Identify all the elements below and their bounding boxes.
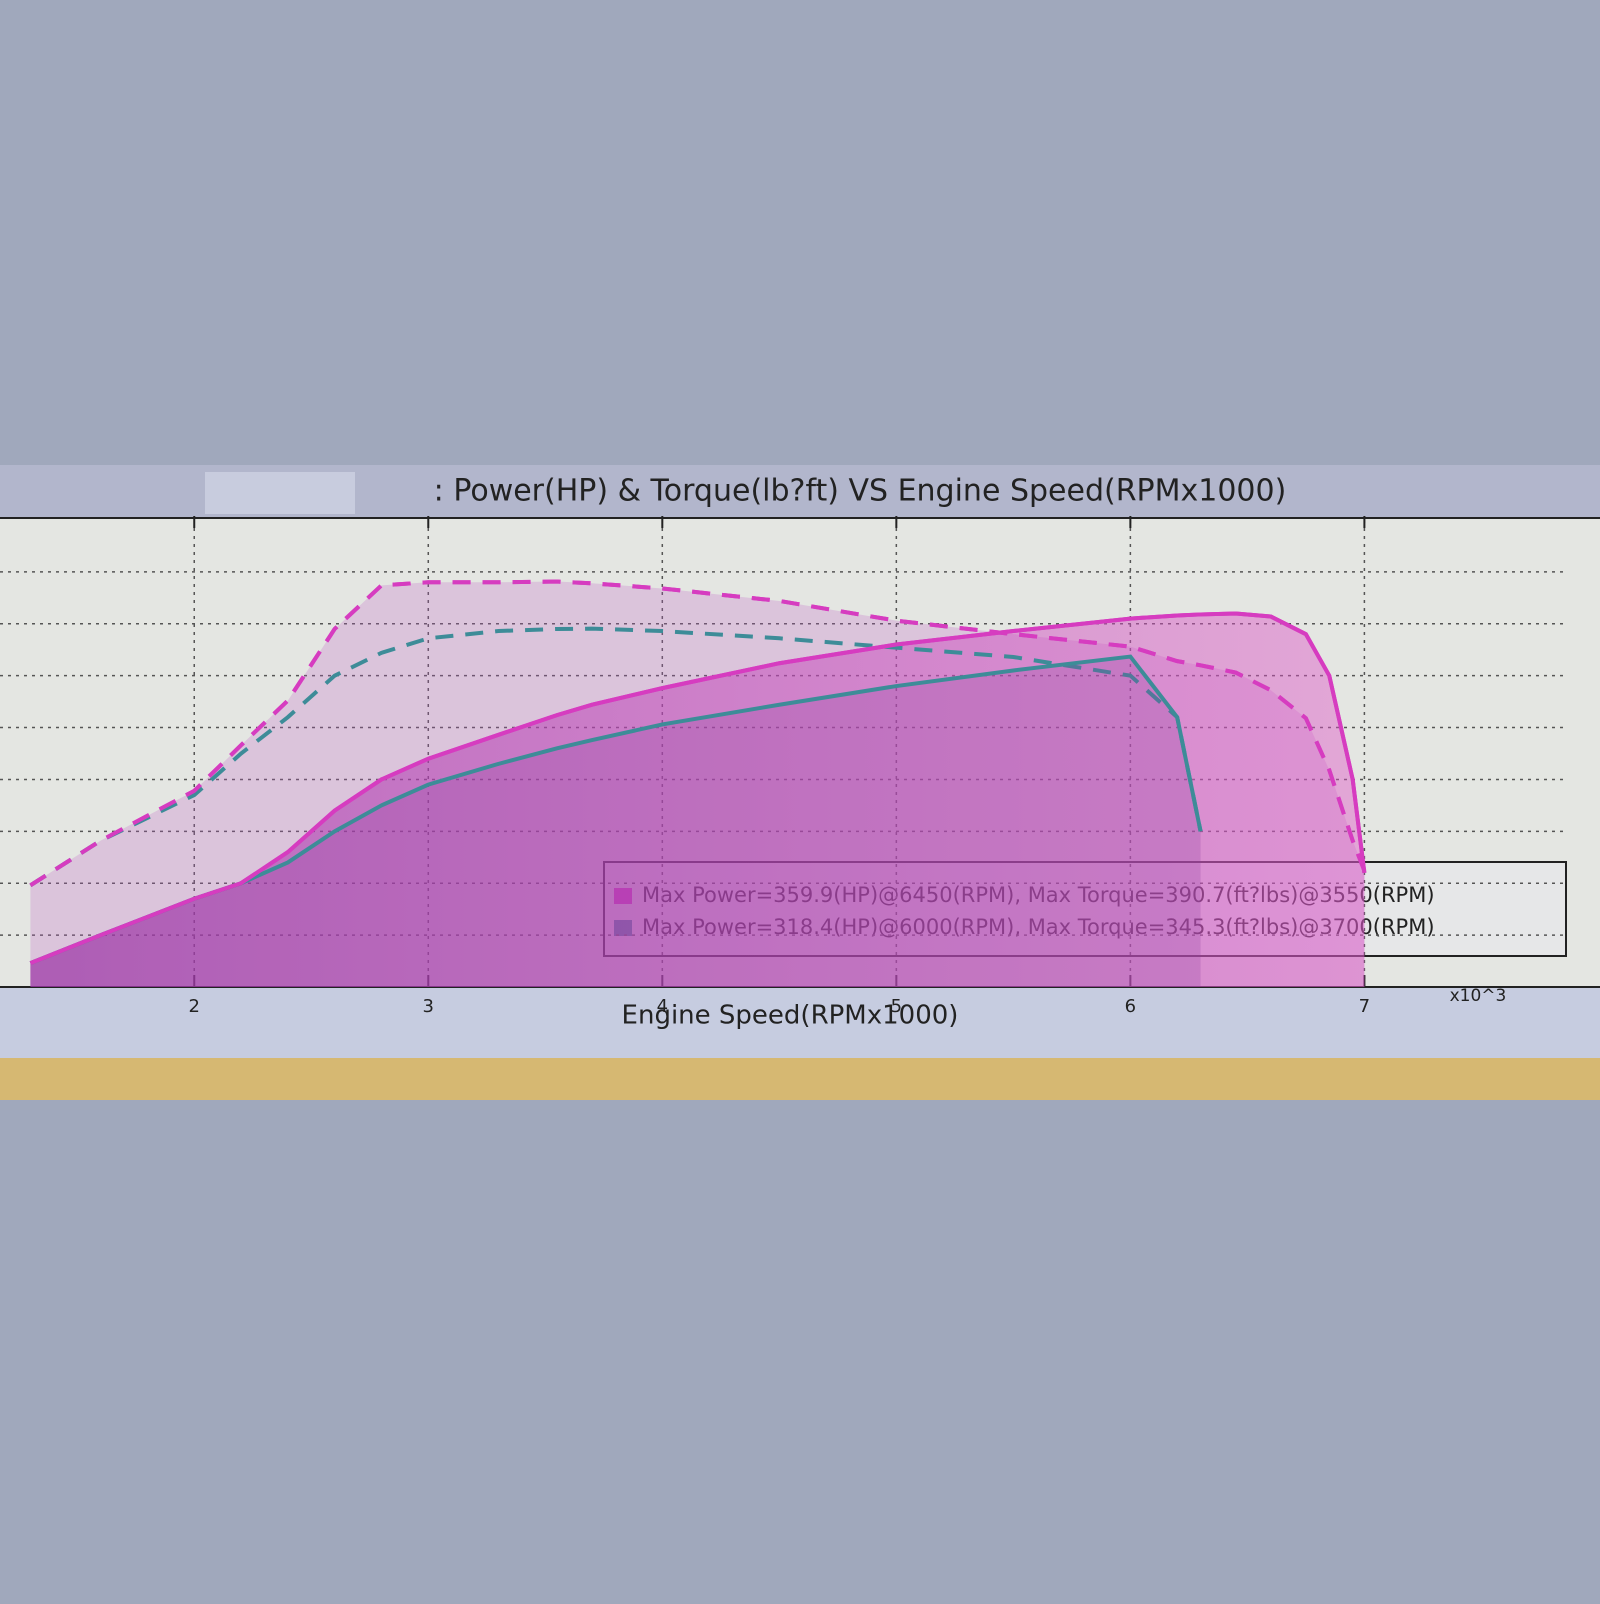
x-tick-label: 2: [189, 996, 200, 1017]
area: [30, 613, 1365, 987]
bottom-strip: [0, 1058, 1600, 1100]
chart-title: : Power(HP) & Torque(lb?ft) VS Engine Sp…: [434, 474, 1287, 509]
torque-line: [29, 579, 1367, 887]
torque-line: [29, 626, 1203, 887]
x-axis-label: Engine Speed(RPMx1000): [622, 1001, 959, 1031]
x-multiplier: x10^3: [1450, 986, 1507, 1006]
x-tick-label: 5: [891, 996, 902, 1017]
x-tick-label: 3: [423, 996, 434, 1017]
x-tick-label: 4: [657, 996, 668, 1017]
x-tick-label: 7: [1359, 996, 1370, 1017]
power-line: [29, 611, 1367, 965]
area: [30, 656, 1201, 987]
redaction: [205, 472, 355, 514]
x-tick-label: 6: [1125, 996, 1136, 1017]
axis-area: [0, 988, 1600, 1058]
